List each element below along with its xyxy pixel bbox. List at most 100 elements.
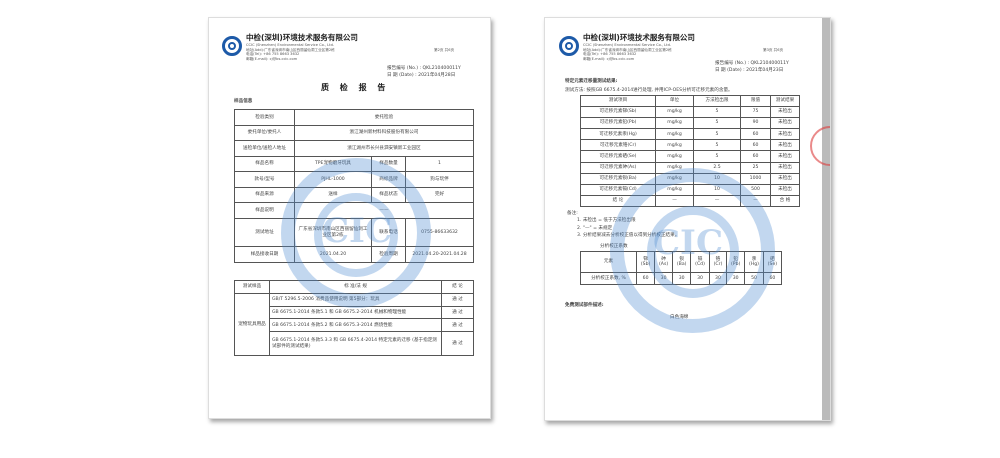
table-row: 测试样品标 准/法 规结 论 [234, 280, 474, 294]
table-cell: 可迁移元素镉(Cd) [580, 183, 656, 196]
table-cell: 测试项目 [580, 94, 656, 108]
table-cell: 未检出 [770, 106, 800, 119]
table-cell: mg/kg [655, 183, 694, 196]
section-title: 样品信息 [234, 99, 253, 104]
scan-edge [822, 18, 830, 420]
table-cell: mg/kg [655, 139, 694, 152]
correction-title: 分析校正系数 [600, 244, 628, 249]
table-cell: 可迁移元素锑(Sb) [580, 106, 656, 119]
report-date: 日 期 (Date) : 2021年04月28日 [387, 73, 456, 78]
table-row: 可迁移元素钡(Ba) mg/kg 10 1000 未检出 [580, 172, 800, 185]
table-cell: 砷 (As) [654, 250, 674, 274]
company-name: 中检(深圳)环境技术服务有限公司 [583, 33, 695, 42]
sample-info-table: 检验类别 委托检验 委托单位/委托人 浙江湖州新材料科技股份有限公司 送检单位/送检… [234, 109, 474, 263]
table-cell: 60 [740, 139, 771, 152]
table-cell: mg/kg [655, 150, 694, 163]
company-name: 中检(深圳)环境技术服务有限公司 [246, 33, 358, 42]
table-cell: 25 [740, 161, 771, 174]
report-page-1: 中检(深圳)环境技术服务有限公司 CCIC (Shenzhen) Environ… [208, 17, 491, 419]
table-cell: 500 [740, 183, 771, 196]
table-cell: 5 [693, 106, 741, 119]
table-cell: 未检出 [770, 183, 800, 196]
table-cell: — [655, 194, 694, 208]
table-cell: mg/kg [655, 106, 694, 119]
table-cell: 未检出 [770, 139, 800, 152]
table-cell: 可迁移元素硒(Se) [580, 150, 656, 163]
table-cell: 30 [654, 272, 674, 285]
notes-title: 备注: [567, 211, 578, 216]
test-method: 测试方法: 按照GB 6675.4-2014进行处理, 并用ICP-OES分析可… [565, 88, 733, 93]
ccic-logo-icon [559, 36, 579, 56]
table-cell: 未检出 [770, 172, 800, 185]
table-cell: 30 [690, 272, 710, 285]
table-cell: 结 论 [580, 194, 656, 208]
table-cell: 2.5 [693, 161, 741, 174]
report-number: 报告编号 (No.) : QKL210400011Y [715, 61, 789, 66]
table-row: GB 6675.1-2014 条款5.3.3 和 GB 6675.4-2014 … [235, 331, 474, 356]
table-cell: 5 [693, 128, 741, 141]
table-row: 样品说明 —— [234, 202, 474, 219]
table-cell: 限值 [740, 94, 771, 108]
table-cell: 合 格 [770, 194, 800, 208]
table-cell: 5 [693, 117, 741, 130]
table-cell: — [740, 194, 771, 208]
table-row: 测试地址 广东省深圳市南山区西丽留仙洞工业区第2栋 联系电话 0755-8663363… [234, 217, 474, 248]
table-cell: 10 [693, 172, 741, 185]
table-row: 款号/型号 PJHL-1000 商标品牌 狗与玩伴 [234, 171, 474, 188]
table-row: 样品名称 TPE宠物磨牙玩具 样品数量 1 [234, 155, 474, 173]
table-cell: 30 [726, 272, 746, 285]
table-cell: 可迁移元素铅(Pb) [580, 117, 656, 130]
ccic-logo-icon [222, 36, 242, 56]
table-cell: 测试结果 [770, 94, 800, 108]
table-cell: 30 [708, 272, 728, 285]
report-date: 日 期 (Date) : 2021年04月23日 [715, 68, 784, 73]
table-row: GB 6675.1-2014 条款5.2 和 GB 6675.3-2014 燃烧… [235, 318, 474, 333]
part-description: 白色海绵 [670, 315, 689, 320]
table-row: 测试项目 单位 方法检出限 限值 测试结果 [580, 94, 800, 108]
page-number: 第2页 共6页 [434, 48, 455, 52]
table-cell: 未检出 [770, 161, 800, 174]
company-info: CCIC (Shenzhen) Environmental Service Co… [246, 43, 335, 61]
table-cell: 铬 (Cr) [708, 250, 728, 274]
table-cell: 汞 (Hg) [744, 250, 764, 274]
table-row: 检验类别 委托检验 [234, 109, 474, 126]
red-seal-stamp [810, 126, 830, 166]
table-cell: 未检出 [770, 128, 800, 141]
table-cell: 可迁移元素铬(Cr) [580, 139, 656, 152]
table-row: 可迁移元素铅(Pb) mg/kg 5 90 未检出 [580, 117, 800, 130]
table-row: 可迁移元素砷(As) mg/kg 2.5 25 未检出 [580, 161, 800, 174]
element-migration-table: 测试项目 单位 方法检出限 限值 测试结果 可迁移元素锑(Sb) mg/kg 5 75 未检出 可迁… [580, 94, 800, 208]
table-row: 可迁移元素铬(Cr) mg/kg 5 60 未检出 [580, 139, 800, 152]
table-cell: 未检出 [770, 117, 800, 130]
table-cell: mg/kg [655, 128, 694, 141]
table-cell: 元素 [580, 250, 637, 274]
correction-table: 元素锑 (Sb) 砷 (As) 钡 (Ba) 镉 (Cd) 铬 (Cr) 铅 (Pb) 汞 … [580, 250, 783, 285]
table-row: GB 6675.1-2014 条款5.1 和 GB 6675.2-2014 机械… [235, 305, 474, 320]
table-cell: 可迁移元素钡(Ba) [580, 172, 656, 185]
table-cell: 60 [740, 150, 771, 163]
table-cell: 分析校正系数, % [580, 272, 637, 285]
table-row: 分析校正系数, % 60 30 30 30 30 30 50 60 [580, 272, 783, 285]
table-cell: mg/kg [655, 161, 694, 174]
part-title: 免费测试部件描述: [565, 303, 604, 308]
table-cell: 75 [740, 106, 771, 119]
table-cell: 可迁移元素砷(As) [580, 161, 656, 174]
table-cell: 30 [672, 272, 692, 285]
table-cell: 可迁移元素汞(Hg) [580, 128, 656, 141]
notes-list: 1. 未检出 = 低于方法检出限 2. "—" = 未规定 3. 分析结果减去分析校… [577, 218, 680, 238]
report-page-2: 中检(深圳)环境技术服务有限公司 CCIC (Shenzhen) Environ… [544, 17, 831, 421]
table-row: 委托单位/委托人 浙江湖州新材料科技股份有限公司 [234, 124, 474, 142]
table-cell: 硒 (Se) [762, 250, 783, 274]
table-cell: 50 [744, 272, 764, 285]
table-cell: 锑 (Sb) [635, 250, 656, 274]
table-cell: 60 [740, 128, 771, 141]
table-cell: 镉 (Cd) [690, 250, 710, 274]
report-number: 报告编号 (No.) : QKL210400011Y [387, 66, 461, 71]
table-row: 元素锑 (Sb) 砷 (As) 钡 (Ba) 镉 (Cd) 铬 (Cr) 铅 (Pb) 汞 … [580, 250, 783, 274]
table-row: 送检单位/送检人地址 浙江湖州市长兴县泗安镇新工业园区 [234, 140, 474, 157]
table-row: 可迁移元素锑(Sb) mg/kg 5 75 未检出 [580, 106, 800, 119]
table-cell: 60 [635, 272, 656, 285]
table-cell: mg/kg [655, 172, 694, 185]
page-number: 第3页 共6页 [763, 48, 784, 52]
table-row: 可迁移元素镉(Cd) mg/kg 10 500 未检出 [580, 183, 800, 196]
